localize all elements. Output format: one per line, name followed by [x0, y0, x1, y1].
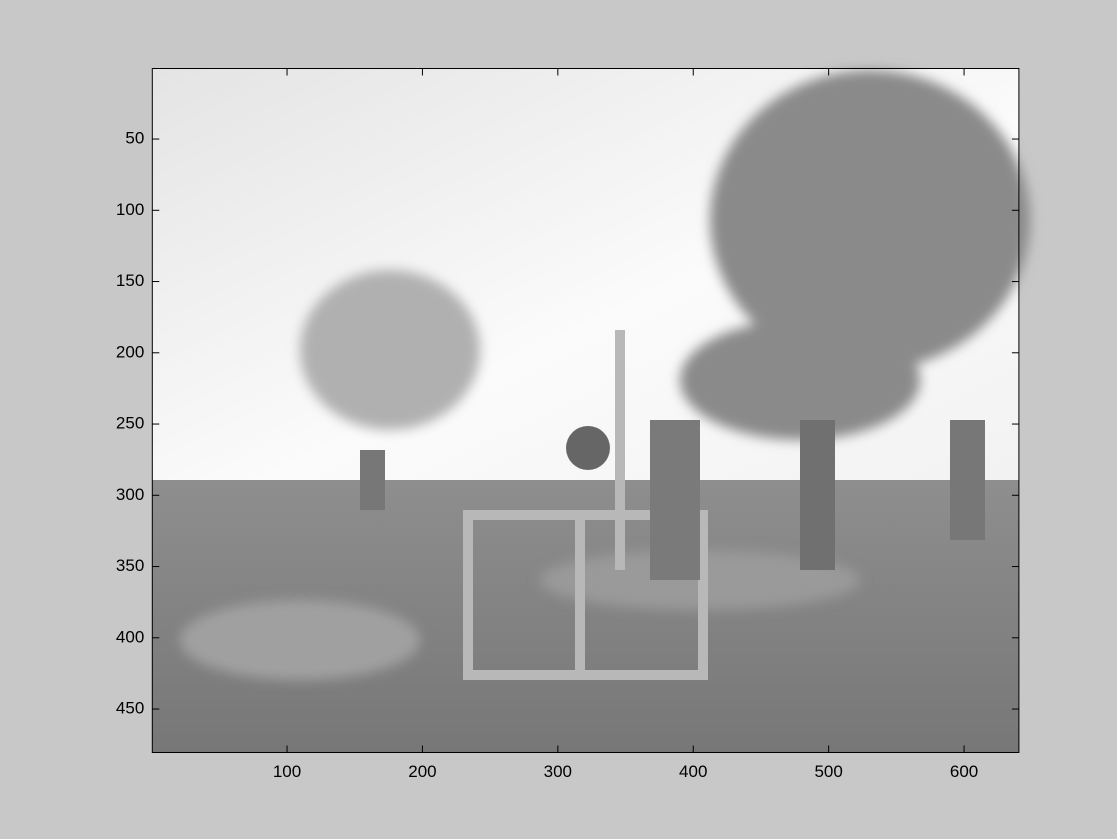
figure: 100 200 300 400 500 600 50 100 150 200 250 300 350 40… — [0, 0, 1117, 839]
x-tick-label: 600 — [950, 762, 978, 781]
y-tick-label: 250 — [116, 414, 144, 433]
x-tick-label: 500 — [814, 762, 842, 781]
x-tick-label: 400 — [679, 762, 707, 781]
y-tick-label: 50 — [125, 129, 144, 148]
y-tick-label: 450 — [116, 699, 144, 718]
y-tick-label: 200 — [116, 342, 144, 361]
y-tick-label: 350 — [116, 556, 144, 575]
y-tick-label: 100 — [116, 200, 144, 219]
y-tick-label: 300 — [116, 485, 144, 504]
x-tick-label: 300 — [544, 762, 572, 781]
x-tick-label: 100 — [273, 762, 301, 781]
y-tick-label: 400 — [116, 627, 144, 646]
image — [152, 69, 1030, 753]
y-tick-label: 150 — [116, 271, 144, 290]
x-tick-label: 200 — [408, 762, 436, 781]
